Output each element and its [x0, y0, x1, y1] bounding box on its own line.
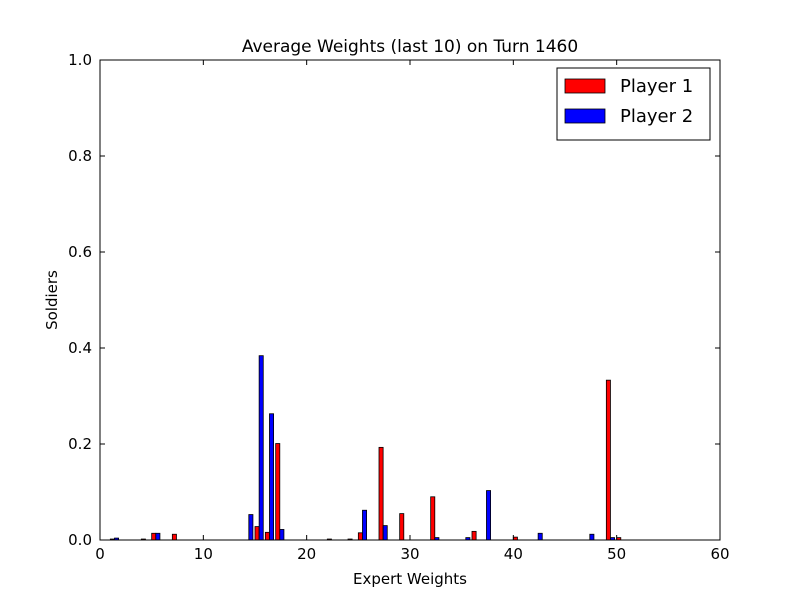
x-tick-label: 10	[194, 545, 213, 563]
legend: Player 1 Player 2	[556, 67, 711, 141]
bar-player-1	[264, 531, 270, 541]
legend-label-player-2: Player 2	[620, 106, 693, 127]
x-tick-label: 20	[297, 545, 316, 563]
x-tick-label: 60	[710, 545, 729, 563]
bar-player-1	[378, 446, 384, 541]
bar-player-2	[155, 532, 161, 541]
legend-label-player-1: Player 1	[620, 76, 693, 97]
x-tick-label: 50	[607, 545, 626, 563]
bar-player-2	[537, 532, 543, 541]
x-tick-label: 40	[504, 545, 523, 563]
y-tick-label: 0.2	[68, 435, 92, 453]
x-axis-label: Expert Weights	[353, 570, 467, 588]
bar-player-2	[279, 529, 285, 541]
y-tick-label: 0.0	[68, 531, 92, 549]
y-tick-label: 1.0	[68, 51, 92, 69]
bar-player-1	[430, 496, 436, 541]
legend-swatch-player-2	[564, 108, 606, 124]
bar-player-2	[589, 533, 595, 541]
chart-title: Average Weights (last 10) on Turn 1460	[242, 37, 578, 57]
y-tick-label: 0.6	[68, 243, 92, 261]
bar-player-2	[248, 514, 254, 541]
bar-player-1	[357, 532, 363, 541]
legend-swatch-player-1	[564, 78, 606, 94]
bar-player-1	[399, 513, 405, 541]
bar-player-1	[171, 533, 177, 541]
bar-player-2	[382, 525, 388, 541]
y-axis-label: Soldiers	[43, 270, 61, 330]
bar-player-2	[486, 490, 492, 541]
bar-player-1	[254, 526, 260, 541]
bar-player-1	[275, 443, 281, 541]
bar-player-1	[151, 532, 157, 541]
x-tick-label: 30	[400, 545, 419, 563]
y-tick-label: 0.4	[68, 339, 92, 357]
bar-player-2	[258, 355, 264, 541]
x-tick-label: 0	[95, 545, 105, 563]
bar-player-2	[362, 509, 368, 541]
bar-player-1	[471, 530, 477, 541]
bar-player-1	[605, 379, 611, 541]
y-tick-label: 0.8	[68, 147, 92, 165]
bar-player-2	[269, 413, 275, 541]
